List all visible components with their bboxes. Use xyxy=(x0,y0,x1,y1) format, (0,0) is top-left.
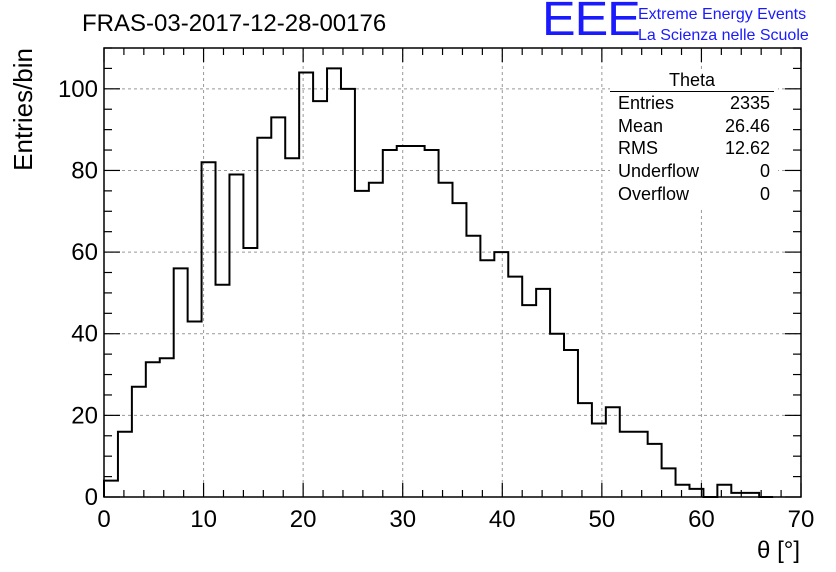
x-tick-label: 60 xyxy=(688,506,715,533)
x-tick-label: 20 xyxy=(290,506,317,533)
stat-row-mean: Mean 26.46 xyxy=(618,116,770,138)
eee-logo-mark: EEE xyxy=(542,0,641,46)
run-title: FRAS-03-2017-12-28-00176 xyxy=(82,10,387,37)
stat-value: 0 xyxy=(759,184,770,204)
grid-lines xyxy=(104,48,801,497)
stat-value: 2335 xyxy=(729,93,770,113)
logo-tagline-1: Extreme Energy Events xyxy=(638,6,807,23)
axis-tick-labels: 0 10 20 30 40 50 60 70 0 20 40 60 80 100 xyxy=(58,76,814,533)
stat-label: Entries xyxy=(618,93,675,113)
x-tick-label: 70 xyxy=(788,506,815,533)
stat-value: 0 xyxy=(759,161,770,181)
stat-row-overflow: Overflow 0 xyxy=(618,184,770,206)
x-tick-label: 30 xyxy=(389,506,416,533)
stats-box: Theta Entries 2335 Mean 26.46 RMS 12.62 … xyxy=(610,70,778,210)
y-tick-label: 20 xyxy=(71,402,98,429)
y-tick-label: 0 xyxy=(85,484,98,511)
y-tick-label: 80 xyxy=(71,157,98,184)
logo-tagline-2: La Scienza nelle Scuole xyxy=(638,27,809,44)
x-tick-label: 0 xyxy=(97,506,110,533)
y-tick-label: 100 xyxy=(58,76,98,103)
stat-value: 26.46 xyxy=(724,116,770,136)
stat-row-underflow: Underflow 0 xyxy=(618,161,770,183)
x-axis-label: θ [°] xyxy=(757,537,800,564)
stat-label: Overflow xyxy=(618,184,690,204)
axis-ticks xyxy=(103,47,802,498)
y-tick-label: 40 xyxy=(71,321,98,348)
x-tick-label: 10 xyxy=(190,506,217,533)
stat-row-rms: RMS 12.62 xyxy=(618,138,770,160)
stat-row-entries: Entries 2335 xyxy=(618,93,770,115)
y-tick-label: 60 xyxy=(71,239,98,266)
stat-label: Underflow xyxy=(618,161,700,181)
histogram-step-line xyxy=(103,67,774,498)
eee-logo: EEE Extreme Energy Events La Scienza nel… xyxy=(542,0,836,46)
stats-title: Theta xyxy=(610,70,774,92)
x-tick-label: 50 xyxy=(589,506,616,533)
y-axis-label: Entries/bin xyxy=(8,48,38,171)
x-tick-label: 40 xyxy=(489,506,516,533)
stat-label: RMS xyxy=(618,138,658,158)
stat-value: 12.62 xyxy=(724,138,770,158)
stat-label: Mean xyxy=(618,116,664,136)
